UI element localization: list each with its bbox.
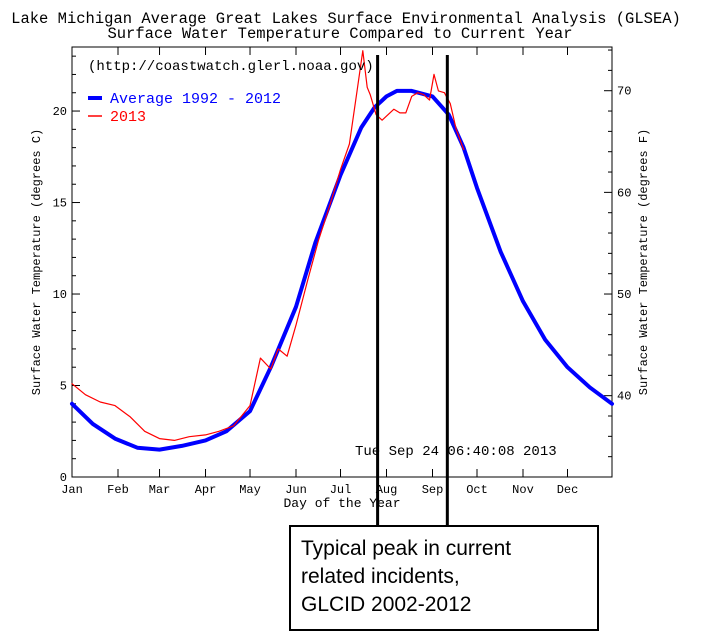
timestamp-background: [350, 438, 570, 462]
y-axis-label-left: Surface Water Temperature (degrees C): [30, 129, 44, 395]
y-tick-label-left: 20: [53, 105, 67, 119]
x-tick-label: Jul: [330, 483, 352, 497]
y-tick-label-left: 15: [53, 197, 67, 211]
y-tick-label-left: 10: [53, 288, 67, 302]
marker-lines: [376, 55, 449, 525]
series-layer: [70, 50, 614, 452]
source-url: (http://coastwatch.glerl.noaa.gov): [88, 59, 374, 75]
plot-frame: [71, 46, 613, 478]
x-tick-label: Oct: [466, 483, 488, 497]
callout-line: Typical peak in current: [301, 537, 512, 560]
y-tick-label-left: 5: [60, 380, 67, 394]
x-axis-label: Day of the Year: [283, 496, 400, 511]
y-tick-label-right: 60: [617, 186, 631, 200]
legend-average-label: Average 1992 - 2012: [110, 91, 281, 108]
x-tick-label: Apr: [195, 483, 217, 497]
x-tick-label: Jan: [61, 483, 83, 497]
y-axis-label-right: Surface Water Temperature (degrees F): [637, 129, 651, 395]
callout-line: GLCID 2002-2012: [301, 593, 472, 616]
y-tick-label-right: 50: [617, 288, 631, 302]
x-tick-label: Jun: [285, 483, 307, 497]
x-tick-label: Nov: [512, 483, 534, 497]
x-tick-label: Mar: [149, 483, 171, 497]
x-tick-label: Sep: [422, 483, 444, 497]
legend: Average 1992 - 2012 2013: [88, 91, 281, 126]
axis-ticks: 0 5 10 15 20 40 50 60 70 Jan Feb Mar Apr May Jun Jul Aug…: [53, 47, 631, 497]
chart-subtitle: Surface Water Temperature Compared to Cu…: [107, 25, 572, 43]
x-tick-label: Feb: [107, 483, 129, 497]
callout-line: related incidents,: [301, 565, 460, 588]
timestamp: Tue Sep 24 06:40:08 2013: [355, 444, 557, 460]
x-tick-label: May: [239, 483, 261, 497]
chart-title: Lake Michigan Average Great Lakes Surfac…: [11, 10, 681, 28]
legend-2013-label: 2013: [110, 109, 146, 126]
y-tick-label-left: 0: [60, 471, 67, 485]
y-tick-label-right: 40: [617, 390, 631, 404]
series-line-2013: [71, 50, 465, 441]
x-tick-label: Dec: [557, 483, 579, 497]
y-tick-label-right: 70: [617, 85, 631, 99]
x-tick-label: Aug: [376, 483, 398, 497]
series-line-average: [70, 88, 614, 452]
annotation-callout: Typical peak in current related incident…: [289, 525, 599, 631]
